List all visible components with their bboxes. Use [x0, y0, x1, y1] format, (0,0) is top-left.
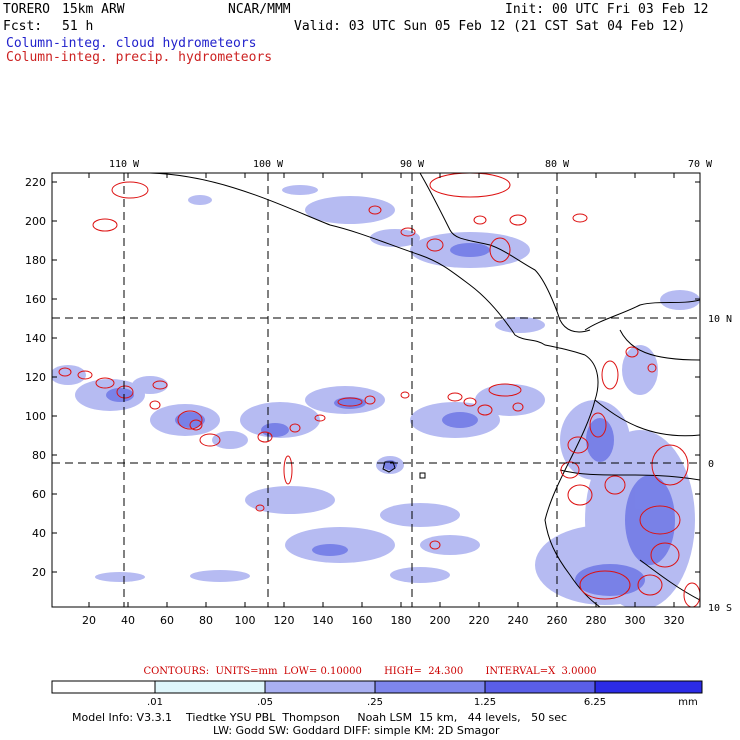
- y-tick-label: 140: [25, 332, 46, 345]
- x-tick-label: 280: [586, 614, 607, 627]
- y-tick-label: 160: [25, 293, 46, 306]
- lon-label-70w: 70 W: [688, 159, 713, 170]
- x-tick-label: 140: [313, 614, 334, 627]
- x-tick-label: 60: [160, 614, 174, 627]
- colorbar-unit: mm: [678, 697, 697, 708]
- x-tick-label: 100: [235, 614, 256, 627]
- y-tick-label: 100: [25, 410, 46, 423]
- colorbar-tick: 6.25: [584, 697, 606, 708]
- lat-label-10n: 10 N: [708, 314, 732, 325]
- precip-contours: [58, 173, 700, 607]
- colorbar-tick: .01: [147, 697, 163, 708]
- lon-label-80w: 80 W: [545, 159, 570, 170]
- x-tick-label: 200: [430, 614, 451, 627]
- x-tick-label: 180: [391, 614, 412, 627]
- init-time: Init: 00 UTC Fri 03 Feb 12: [505, 2, 709, 17]
- x-tick-label: 240: [508, 614, 529, 627]
- x-tick-label: 160: [352, 614, 373, 627]
- colorbar-segment: [155, 681, 265, 693]
- y-tick-label: 40: [32, 527, 46, 540]
- model-name: TORERO: [3, 2, 50, 17]
- cloud-field: [52, 185, 700, 607]
- x-tick-label: 300: [625, 614, 646, 627]
- y-tick-label: 220: [25, 176, 46, 189]
- y-tick-label: 180: [25, 254, 46, 267]
- x-tick-label: 320: [664, 614, 685, 627]
- y-tick-label: 20: [32, 566, 46, 579]
- model-resolution: 15km ARW: [62, 2, 125, 17]
- model-info-line1: Model Info: V3.3.1 Tiedtke YSU PBL Thomp…: [72, 711, 568, 724]
- field-title-cloud: Column-integ. cloud hydrometeors: [6, 36, 257, 51]
- forecast-hour: 51 h: [62, 19, 94, 34]
- colorbar: .01 .05 .25 1.25 6.25 mm: [51, 680, 703, 708]
- lon-label-90w: 90 W: [400, 159, 425, 170]
- lat-label-0: 0: [708, 459, 714, 470]
- lon-label-110w: 110 W: [109, 159, 140, 170]
- x-tick-label: 220: [469, 614, 490, 627]
- forecast-label: Fcst:: [3, 19, 43, 34]
- model-info-line2: LW: Godd SW: Goddard DIFF: simple KM: 2D…: [213, 724, 500, 737]
- y-tick-label: 200: [25, 215, 46, 228]
- contour-info: CONTOURS: UNITS=mm LOW= 0.10000 HIGH= 24…: [143, 666, 597, 677]
- y-tick-label: 60: [32, 488, 46, 501]
- x-tick-label: 20: [82, 614, 96, 627]
- valid-time: Valid: 03 UTC Sun 05 Feb 12 (21 CST Sat …: [294, 19, 686, 34]
- y-tick-label: 80: [32, 449, 46, 462]
- lon-label-100w: 100 W: [253, 159, 284, 170]
- map-frame: [51, 172, 701, 608]
- colorbar-segment: [485, 681, 595, 693]
- lat-label-10s: 10 S: [708, 603, 732, 614]
- x-tick-label: 260: [547, 614, 568, 627]
- colorbar-tick: .05: [257, 697, 273, 708]
- field-title-precip: Column-integ. precip. hydrometeors: [6, 50, 273, 65]
- x-tick-label: 80: [199, 614, 213, 627]
- colorbar-segment: [265, 681, 375, 693]
- colorbar-segment: [375, 681, 485, 693]
- x-tick-label: 40: [121, 614, 135, 627]
- graticule: [52, 173, 700, 607]
- colorbar-tick: 1.25: [474, 697, 496, 708]
- x-tick-label: 120: [274, 614, 295, 627]
- y-tick-label: 120: [25, 371, 46, 384]
- axis-ticks: [52, 173, 700, 607]
- organization-label: NCAR/MMM: [228, 2, 291, 17]
- colorbar-tick: .25: [367, 697, 383, 708]
- colorbar-segment: [52, 681, 155, 693]
- colorbar-segment: [595, 681, 702, 693]
